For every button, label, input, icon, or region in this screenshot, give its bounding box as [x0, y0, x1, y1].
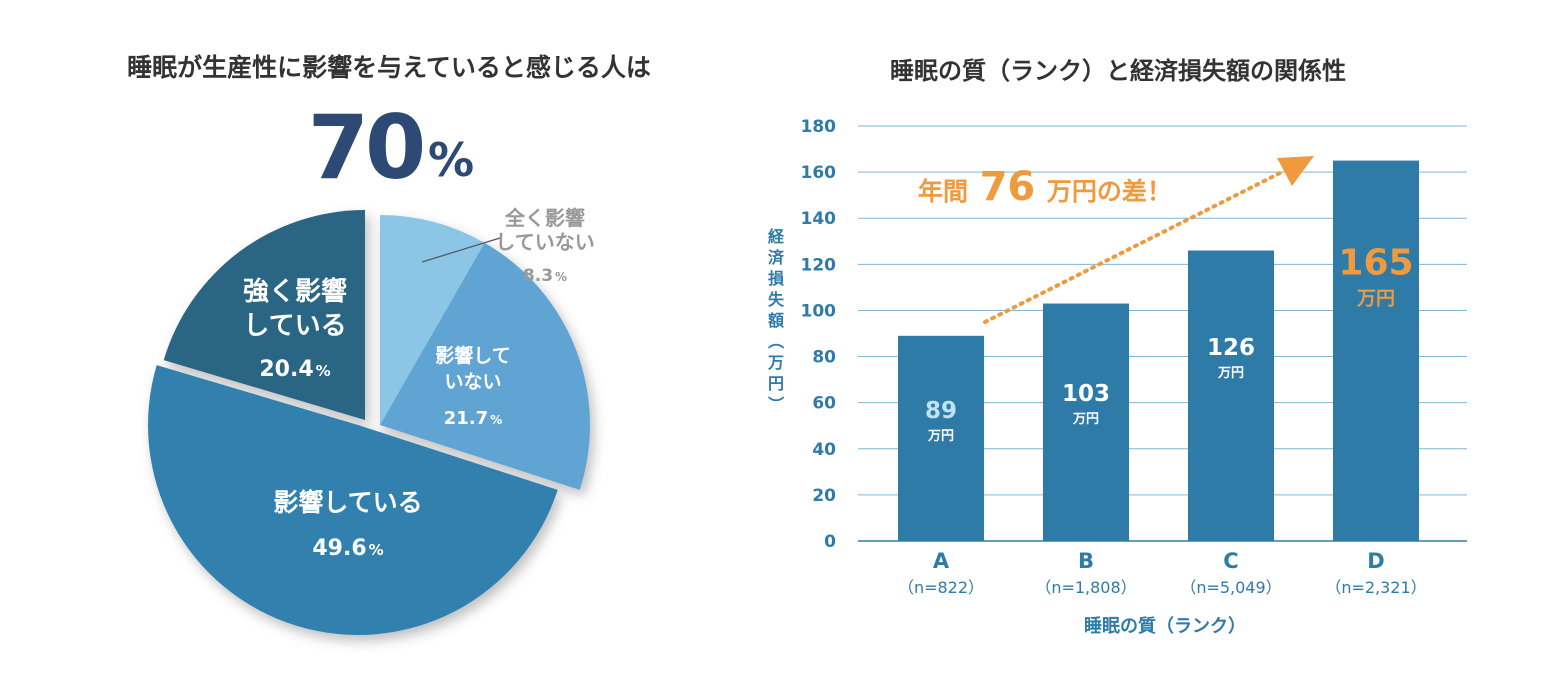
- pie-slice-affecting-value: 49.6%: [312, 536, 383, 561]
- y-axis-label: 経済損失額 （ 万円 ）: [766, 227, 785, 412]
- headline-percentage: 70 %: [308, 96, 474, 199]
- x-tick-sublabel: （n=2,321）: [1325, 578, 1426, 597]
- right-panel-title: 睡眠の質（ランク）と経済損失額の関係性: [890, 57, 1346, 85]
- x-tick-sublabel: （n=1,808）: [1035, 578, 1136, 597]
- headline-unit: %: [428, 133, 474, 187]
- pie-slice-none-label: していない: [495, 230, 594, 254]
- bar-series: 89 万円 103 万円 126 万円 165 万円: [898, 160, 1419, 542]
- y-tick-label: 60: [812, 394, 836, 414]
- x-tick-label: B: [1078, 549, 1094, 573]
- trend-arrow: [983, 156, 1314, 324]
- trend-arrow-line: [983, 171, 1282, 324]
- bar-value-label: 165: [1338, 243, 1413, 284]
- y-axis-label-char: 額: [767, 311, 784, 330]
- right-panel: 睡眠の質（ランク）と経済損失額の関係性 0 20 40 60 80 100 120 140 16…: [766, 57, 1467, 637]
- bar-B: [1043, 303, 1129, 541]
- bar-unit-label: 万円: [1356, 288, 1395, 310]
- headline-value: 70: [308, 96, 423, 199]
- pie-slice-not-affecting: [380, 242, 590, 490]
- y-tick-label: 120: [801, 255, 837, 275]
- y-axis-ticks: 0 20 40 60 80 100 120 140 160 180: [801, 117, 837, 552]
- x-axis-title: 睡眠の質（ランク）: [1084, 615, 1246, 637]
- x-tick-sublabel: （n=822）: [898, 578, 984, 597]
- pie-slice-strongly-affecting-label: している: [243, 311, 346, 341]
- pie-slice-none: [380, 215, 485, 425]
- pie-slice-strongly-affecting: [163, 210, 365, 420]
- x-axis-labels: A （n=822） B （n=1,808） C （n=5,049） D （n=2,321）: [898, 549, 1427, 597]
- pie-slice-affecting-label: 影響している: [273, 488, 422, 517]
- pie-slice-strongly-affecting-value: 20.4%: [259, 357, 330, 382]
- x-tick-label: D: [1367, 549, 1384, 573]
- y-tick-label: 0: [824, 532, 836, 552]
- bar-unit-label: 万円: [1072, 412, 1099, 427]
- y-tick-label: 180: [801, 117, 837, 137]
- bar-unit-label: 万円: [927, 429, 954, 444]
- bar-A: [898, 335, 984, 541]
- pie-slice-strongly-affecting-label: 強く影響: [243, 276, 347, 307]
- difference-annotation: 年間 76 万円の差！: [918, 164, 1172, 210]
- y-axis-label-char: 万: [767, 353, 784, 372]
- annotation-prefix: 年間: [918, 177, 968, 206]
- y-axis-label-char: （: [766, 333, 785, 349]
- y-tick-label: 40: [812, 440, 836, 460]
- annotation-text: 年間 76 万円の差！: [918, 164, 1172, 210]
- x-tick-label: A: [933, 549, 950, 573]
- bar-value-label: 89: [925, 398, 957, 424]
- annotation-value: 76: [980, 164, 1036, 210]
- y-axis-label-char: 損: [768, 269, 785, 288]
- bar-value-label: 103: [1062, 381, 1110, 407]
- x-tick-sublabel: （n=5,049）: [1180, 578, 1281, 597]
- bar-C: [1188, 250, 1274, 541]
- bar-D: [1333, 160, 1419, 542]
- y-tick-label: 80: [812, 348, 836, 368]
- y-axis-label-char: 経: [768, 227, 785, 246]
- bar-unit-label: 万円: [1217, 366, 1244, 381]
- y-tick-label: 160: [801, 163, 837, 183]
- y-tick-label: 20: [812, 486, 836, 506]
- bar-value-label: 126: [1207, 335, 1255, 361]
- pie-slice-none-label: 全く影響: [504, 206, 585, 230]
- pie-leader-line: [421, 237, 501, 263]
- pie-slice-not-affecting-value: 21.7%: [444, 408, 502, 429]
- pie-slice-none-value: 8.3%: [523, 266, 567, 286]
- pie-slice-not-affecting-label: 影響して: [435, 344, 510, 367]
- y-tick-label: 100: [801, 301, 837, 321]
- y-axis-label-char: 済: [768, 248, 785, 267]
- annotation-suffix: 万円の差！: [1047, 177, 1172, 206]
- pie-chart: [148, 210, 590, 635]
- pie-slice-affecting: [148, 365, 558, 635]
- y-axis-label-char: 失: [768, 290, 785, 309]
- pie-slice-not-affecting-label: いない: [444, 371, 501, 393]
- x-tick-label: C: [1223, 549, 1238, 573]
- left-panel-title: 睡眠が生産性に影響を与えていると感じる人は: [127, 53, 651, 82]
- y-axis-label-char: 円: [768, 374, 784, 393]
- y-axis-label-char: ）: [766, 396, 785, 412]
- y-tick-label: 140: [801, 209, 837, 229]
- trend-arrow-head: [1277, 156, 1314, 186]
